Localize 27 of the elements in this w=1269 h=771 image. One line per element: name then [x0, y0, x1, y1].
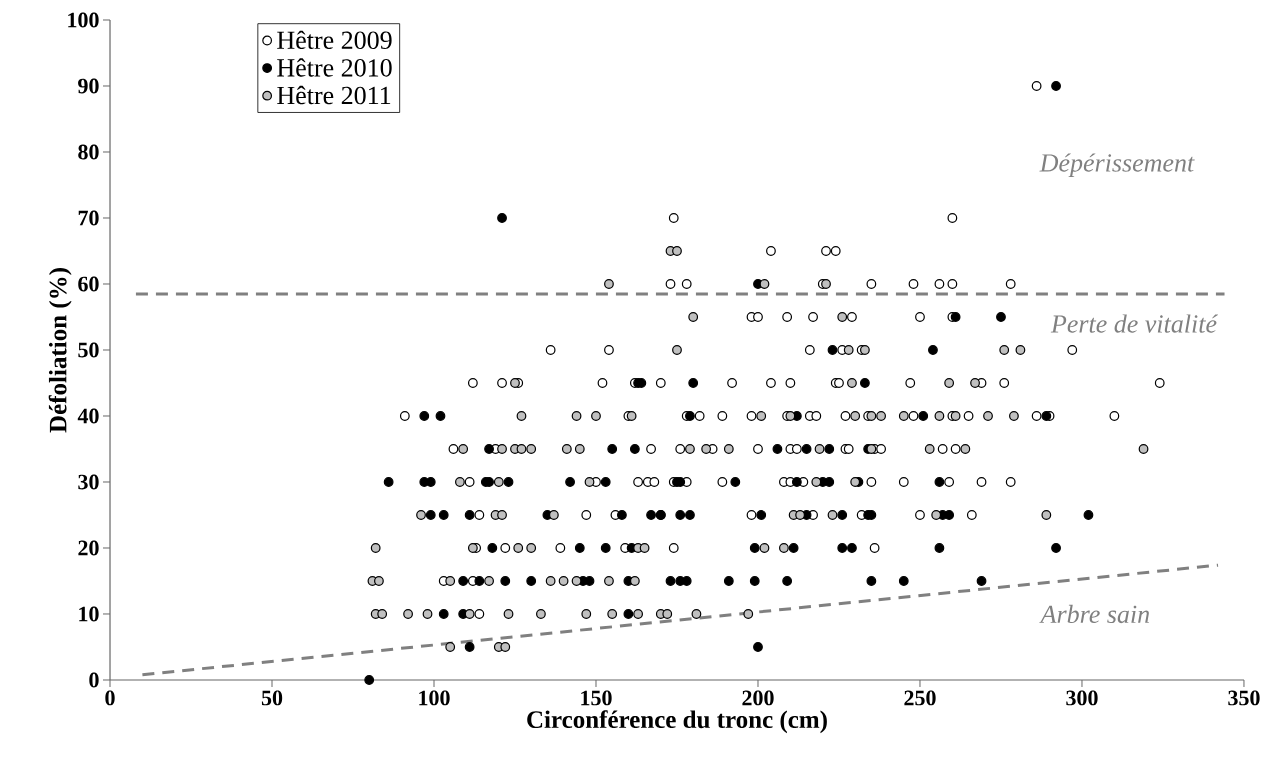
- y-axis-title: Défoliation (%): [48, 268, 72, 433]
- y-tick-label: 80: [78, 144, 99, 160]
- y-tick-label: 20: [78, 540, 99, 556]
- legend-label: Hêtre 2010: [277, 58, 392, 77]
- x-tick-label: 50: [261, 690, 283, 706]
- legend-label: Hêtre 2009: [277, 30, 392, 50]
- y-tick-label: 10: [79, 606, 99, 622]
- annotation: Dépérissement: [1039, 153, 1195, 177]
- x-axis-title: Circonférence du tronc (cm): [527, 710, 827, 734]
- x-tick-label: 250: [904, 690, 936, 706]
- y-tick-label: 50: [78, 342, 99, 358]
- y-tick-label: 70: [78, 210, 99, 226]
- x-tick-label: 200: [742, 690, 774, 706]
- x-tick-label: 350: [1228, 690, 1260, 706]
- x-tick-label: 150: [581, 690, 612, 706]
- x-tick-label: 100: [419, 690, 450, 706]
- y-tick-label: 40: [77, 408, 99, 424]
- x-tick-label: 300: [1066, 690, 1098, 706]
- x-tick-label: 0: [105, 690, 115, 706]
- y-tick-label: 90: [78, 78, 99, 94]
- annotation: Perte de vitalité: [1050, 314, 1218, 333]
- y-tick-label: 30: [78, 474, 99, 490]
- annotation: Arbre sain: [1039, 604, 1150, 624]
- y-tick-label: 100: [68, 12, 99, 28]
- y-tick-label: 60: [78, 276, 99, 292]
- y-tick-label: 0: [89, 672, 99, 688]
- legend-label: Hêtre 2011: [277, 85, 391, 105]
